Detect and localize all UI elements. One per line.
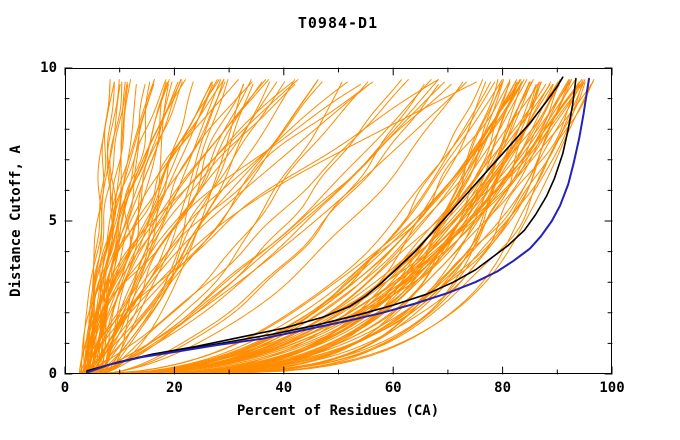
x-tick-label: 0 [60,380,70,396]
x-axis-label: Percent of Residues (CA) [236,403,440,419]
x-tick-label: 100 [599,380,625,396]
x-tick-label: 20 [165,380,183,396]
x-tick-label: 40 [275,380,293,396]
y-tick-label: 5 [48,213,57,229]
y-axis-label: Distance Cutoff, A [8,145,24,297]
chart-title: T0984-D1 [297,14,379,32]
y-tick-label: 10 [40,60,57,76]
y-tick-label: 0 [48,366,57,382]
x-tick-label: 80 [494,380,512,396]
x-tick-label: 60 [384,380,402,396]
